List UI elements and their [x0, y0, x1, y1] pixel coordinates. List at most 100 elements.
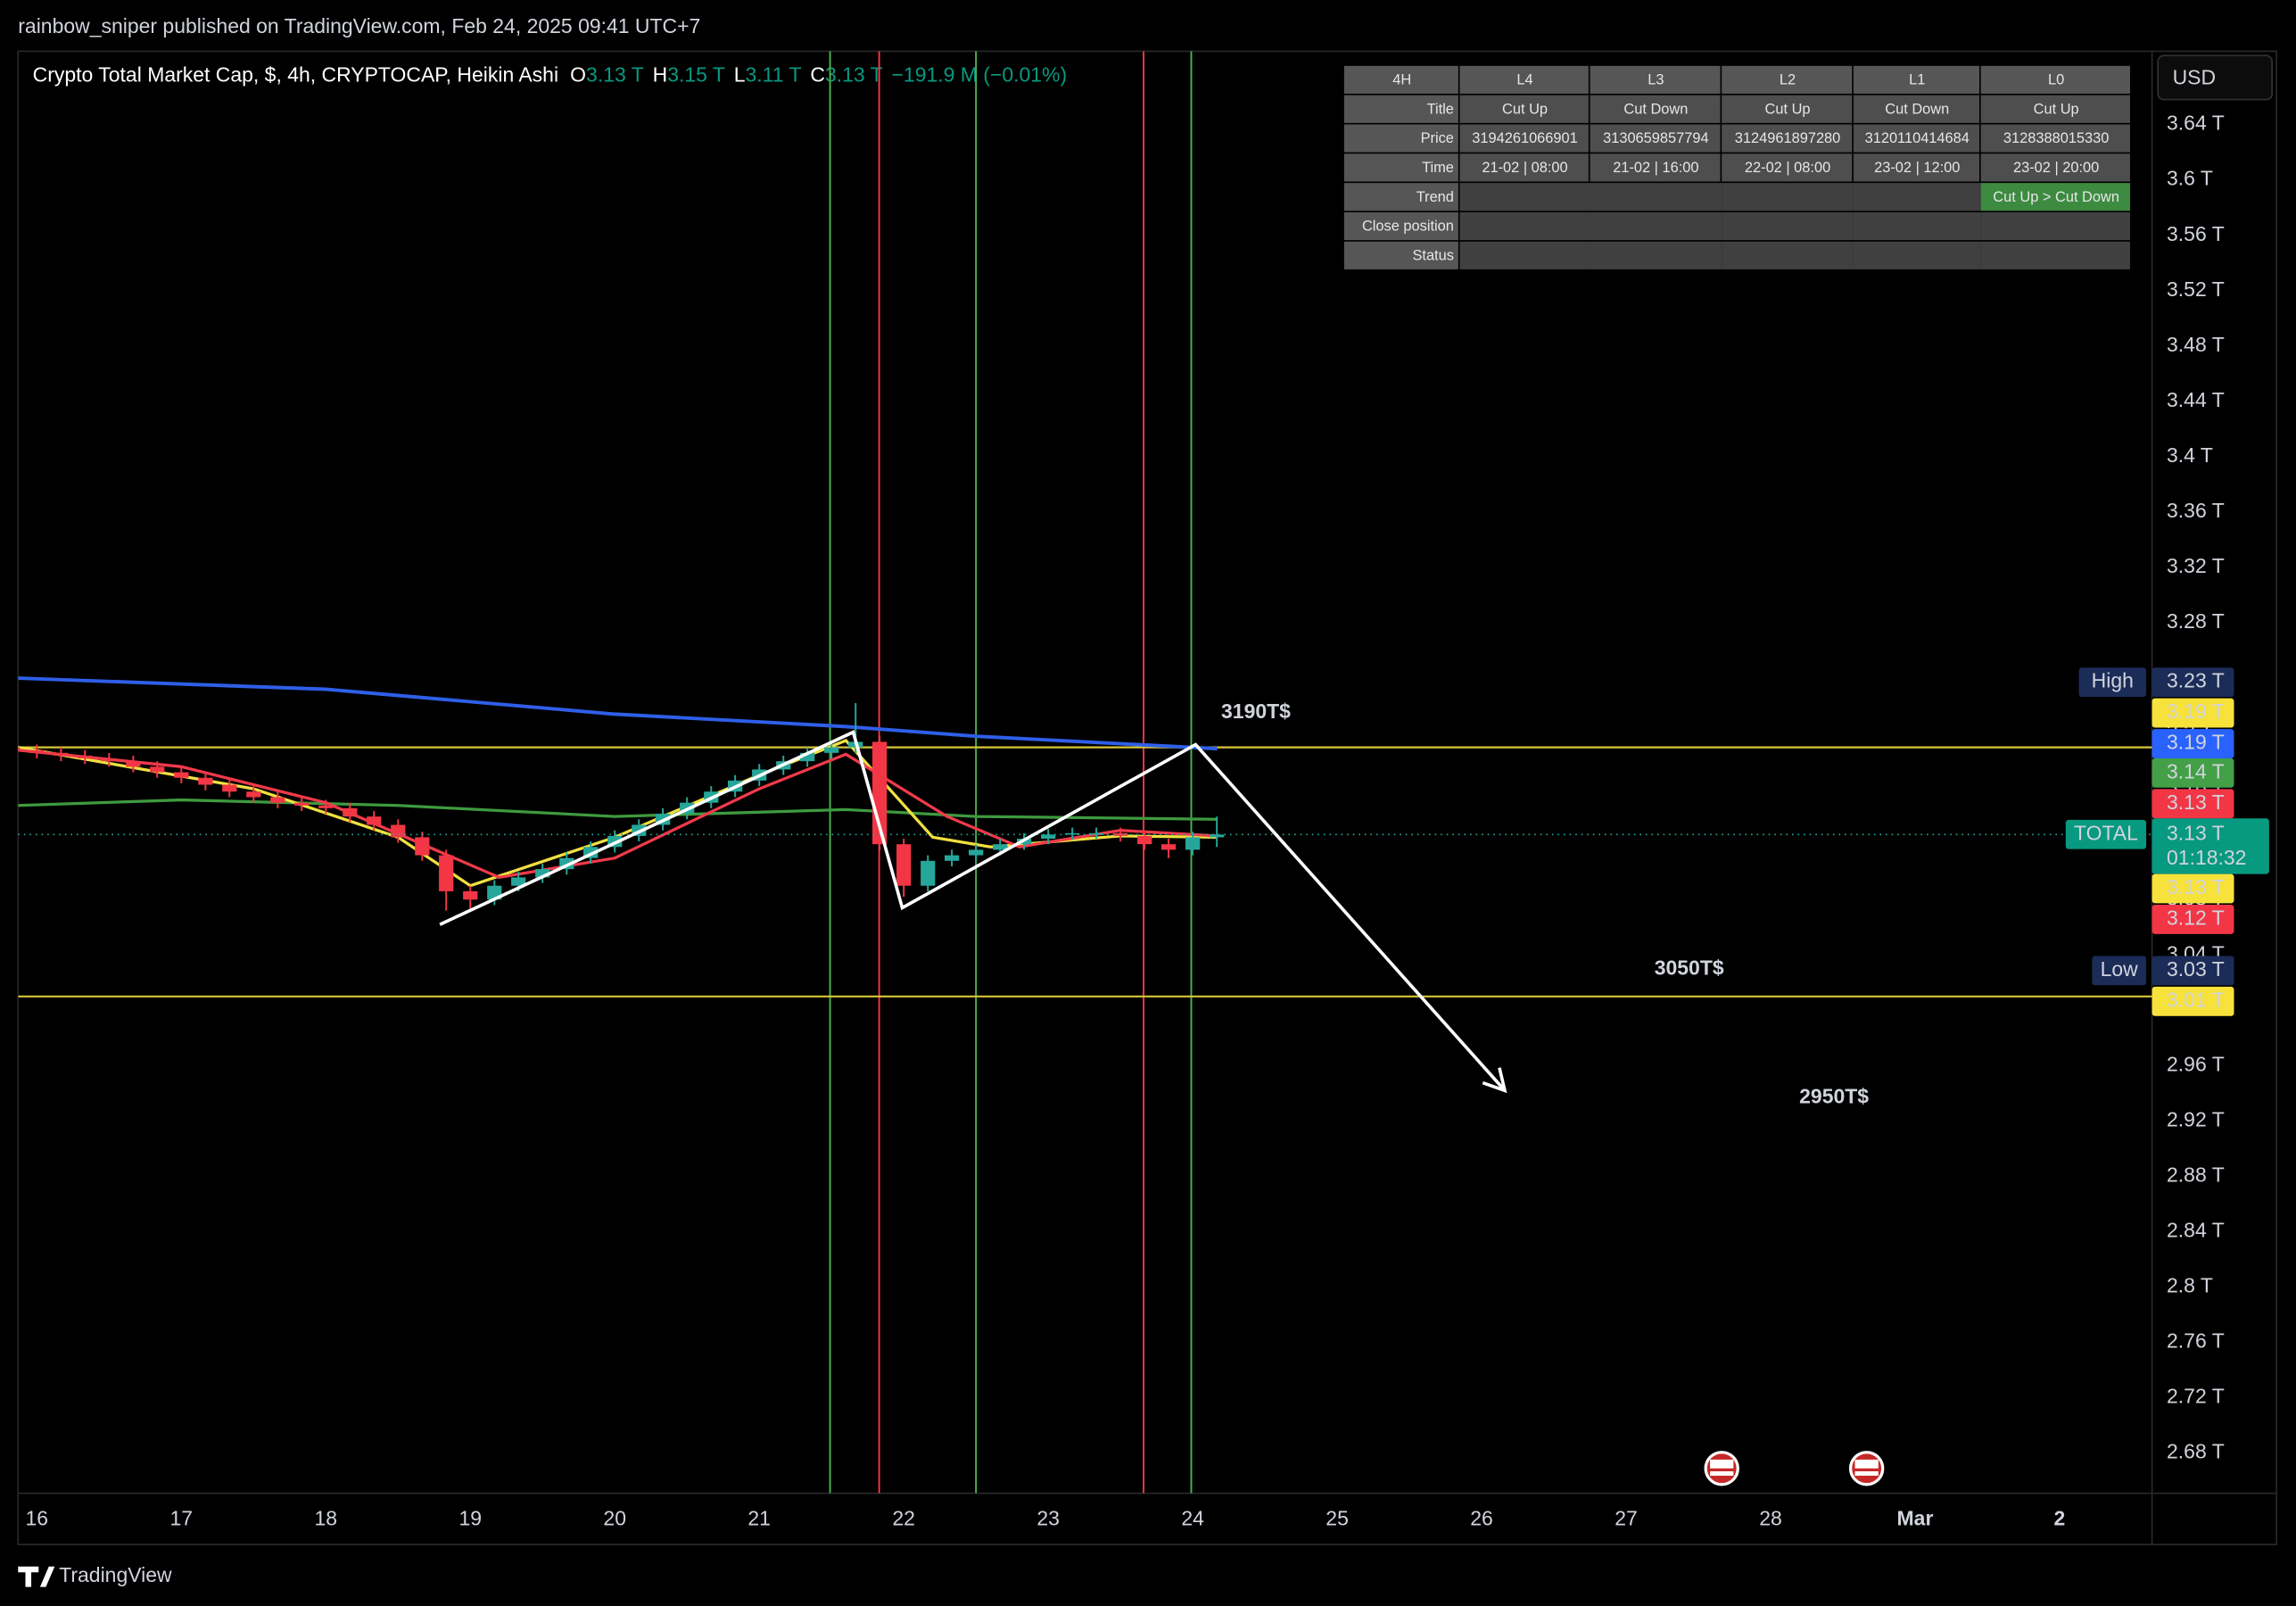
table-row-label: Status	[1412, 247, 1453, 263]
table-row-label: Trend	[1416, 189, 1454, 205]
price-tag: TOTAL	[2074, 821, 2138, 844]
candle-body	[294, 802, 310, 806]
table-value: 21-02 | 08:00	[1482, 160, 1567, 176]
table-cell	[1853, 183, 1981, 211]
table-cell	[1459, 124, 1589, 153]
table-header-cell	[1459, 65, 1589, 95]
candle-body	[969, 849, 984, 856]
table-row-label: Price	[1421, 130, 1454, 146]
table-cell	[1343, 183, 1458, 211]
table-cell	[1590, 124, 1721, 153]
candle-body	[415, 837, 430, 856]
price-label: 3.12 T	[2167, 906, 2225, 930]
table-cell	[1459, 95, 1589, 123]
candle-body	[800, 752, 815, 762]
price-label-box	[2151, 818, 2269, 874]
candle-body	[944, 855, 960, 861]
candle-body	[1210, 834, 1225, 838]
table-cell	[1980, 153, 2131, 182]
table-header-cell	[1853, 65, 1979, 95]
candle-body	[535, 869, 550, 878]
y-tick-label: 2.84 T	[2167, 1219, 2225, 1242]
table-value: 23-02 | 20:00	[2013, 160, 2099, 176]
price-tag: Low	[2101, 957, 2139, 981]
price-label: 3.13 T	[2167, 875, 2225, 898]
price-label: 3.13 T	[2167, 791, 2225, 814]
price-label: 3.03 T	[2167, 957, 2225, 981]
price-label: 3.01 T	[2167, 988, 2225, 1011]
candle-body	[1185, 837, 1201, 850]
x-tick-label: 24	[1181, 1506, 1204, 1529]
x-tick-label: 17	[170, 1506, 194, 1529]
table-cell	[1980, 241, 2131, 269]
ohlc-key: O	[570, 62, 586, 86]
table-cell	[1980, 211, 2131, 241]
ohlc-value: 3.13 T	[586, 62, 644, 86]
table-cell	[1722, 183, 1854, 211]
table-value: 21-02 | 16:00	[1613, 160, 1698, 176]
candle-body	[1137, 835, 1152, 845]
legend: Crypto Total Market Cap, $, 4h, CRYPTOCA…	[33, 62, 1067, 86]
price-label-box	[2151, 956, 2234, 986]
price-tag-box	[2078, 667, 2147, 698]
candle-body	[511, 877, 526, 886]
price-label-box	[2151, 873, 2234, 904]
price-label: 3.19 T	[2167, 700, 2225, 723]
candle-body	[439, 855, 454, 891]
ohlc-key: L	[734, 62, 746, 86]
table-cell	[1343, 153, 1458, 182]
plot	[18, 51, 2152, 1494]
chart-frame	[17, 50, 2277, 1545]
table-value: Cut Down	[1885, 101, 1949, 117]
table-cell	[1590, 241, 1722, 269]
table-value: Cut Up	[2034, 101, 2079, 117]
price-label: 3.14 T	[2167, 759, 2225, 782]
table-cell	[1722, 211, 1854, 241]
candle-body	[222, 784, 237, 792]
y-tick-label: 3.32 T	[2167, 554, 2225, 577]
table-cell	[1590, 183, 1722, 211]
annotation: 3190T$	[1221, 700, 1291, 723]
drawing-path	[439, 730, 1507, 1092]
countdown: 01:18:32	[2167, 846, 2246, 869]
price-label: 3.13 T	[2167, 821, 2225, 844]
y-tick-label: 3.36 T	[2167, 499, 2225, 522]
x-tick-label: 28	[1759, 1506, 1782, 1529]
indicator-line	[18, 749, 1218, 880]
table-cell	[1590, 153, 1721, 182]
table-value: 3130659857794	[1603, 130, 1709, 146]
candle-body	[896, 844, 912, 886]
indicator-line	[18, 676, 1218, 751]
table-row-label: Time	[1422, 160, 1454, 176]
candle-body	[198, 777, 213, 785]
table-value: Cut Up > Cut Down	[1993, 189, 2119, 205]
table-cell	[1343, 124, 1458, 153]
table-cell	[1459, 183, 1590, 211]
currency-button[interactable]	[2157, 54, 2273, 101]
candle-body	[29, 749, 45, 753]
price-tag-box	[2065, 819, 2147, 849]
table-cell	[1853, 211, 1981, 241]
event-flag[interactable]	[1704, 1451, 1739, 1486]
event-flag[interactable]	[1848, 1451, 1885, 1486]
price-label-box	[2151, 667, 2234, 698]
table-value: Cut Up	[1765, 101, 1811, 117]
brand-logo	[18, 1566, 55, 1587]
ohlc-value: 3.11 T	[746, 62, 802, 86]
table-cell	[1343, 95, 1458, 123]
table-cell	[1343, 241, 1458, 269]
table-value: Cut Up	[1502, 101, 1548, 117]
candle-body	[54, 752, 69, 756]
candle-body	[18, 747, 21, 750]
x-tick-label: 25	[1326, 1506, 1349, 1529]
table-cell	[1980, 95, 2131, 123]
legend-line: Crypto Total Market Cap, $, 4h, CRYPTOCA…	[33, 62, 1067, 86]
y-tick-label: 2.72 T	[2167, 1385, 2225, 1408]
candle-body	[367, 816, 382, 825]
table-cell	[1853, 124, 1979, 153]
candle-body	[126, 761, 141, 767]
table-cell	[1459, 211, 1590, 241]
currency-label[interactable]: USD	[2173, 66, 2217, 89]
y-tick-label: 2.88 T	[2167, 1163, 2225, 1187]
table-header: L2	[1780, 72, 1796, 88]
